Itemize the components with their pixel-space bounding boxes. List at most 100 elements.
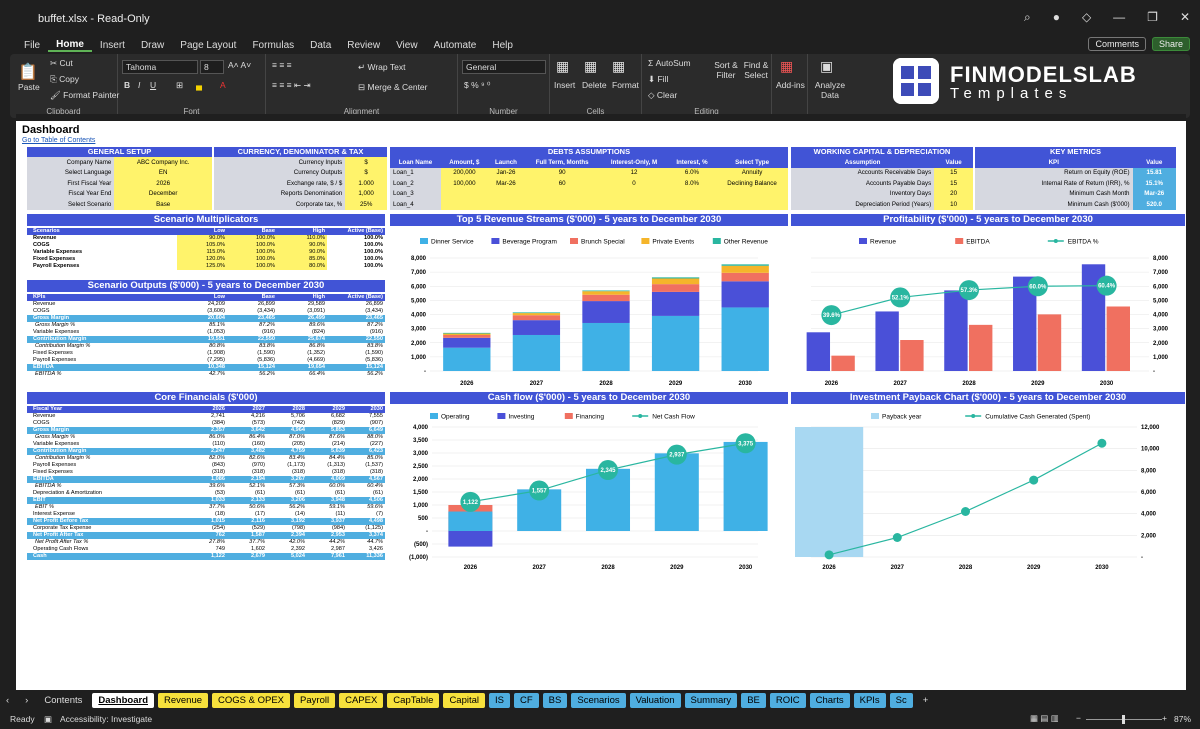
loan-value[interactable]: 0 [600,178,668,189]
paste-button[interactable]: Paste [18,82,40,92]
tab-be[interactable]: BE [741,692,766,708]
tab-capital[interactable]: Capital [443,692,486,708]
tab-kpis[interactable]: KPIs [853,692,886,708]
loan-value[interactable]: 200,000 [440,167,488,178]
loan-value[interactable]: 12 [600,167,668,178]
close-icon[interactable]: ✕ [1179,10,1190,24]
add-sheet-icon[interactable]: + [922,694,929,706]
tab-summary[interactable]: Summary [684,692,738,708]
menu-draw[interactable]: Draw [140,39,165,51]
currency-value[interactable]: 1.000 [345,178,387,189]
loan-value[interactable] [667,199,717,210]
format-painter-button[interactable]: 🖌 Format Painter [50,90,120,100]
menu-view[interactable]: View [396,39,418,51]
tab-cogs-opex[interactable]: COGS & OPEX [212,692,291,708]
currency-value[interactable]: 1,000 [345,188,387,199]
currency-value[interactable]: 25% [345,199,387,210]
key_metrics-value[interactable]: 15.1% [1132,178,1176,189]
general_setup-value[interactable]: ABC Company Inc. [114,157,212,168]
tab-revenue[interactable]: Revenue [158,692,209,708]
avatar[interactable]: ● [1052,10,1060,24]
tab-valuation[interactable]: Valuation [629,692,681,708]
key_metrics-value[interactable]: 15.81 [1132,167,1176,178]
zoom-out-icon[interactable]: − [1076,713,1081,723]
tab-bs[interactable]: BS [542,692,568,708]
worksheet[interactable]: Dashboard Go to Table of Contents GENERA… [16,121,1186,690]
menu-file[interactable]: File [24,39,41,51]
tab-scenarios[interactable]: Scenarios [571,692,626,708]
sort-filter-button[interactable]: Sort & Filter [714,60,738,80]
font-size-select[interactable]: 8 [200,60,224,74]
general_setup-value[interactable]: December [114,188,212,199]
menu-insert[interactable]: Insert [99,39,125,51]
grow-font-icon[interactable]: A˄ A˅ [228,60,252,70]
border-icon[interactable]: ⊞ [176,80,184,90]
wrap-text-button[interactable]: ↵ Wrap Text [358,62,406,72]
menu-help[interactable]: Help [492,39,513,51]
general_setup-value[interactable]: EN [114,167,212,178]
currency-value[interactable]: $ [345,157,387,168]
tab-sc[interactable]: Sc [889,692,913,708]
working_capital-value[interactable]: 20 [934,188,973,199]
number-format-select[interactable]: General [462,60,546,74]
key_metrics-value[interactable]: Mar-26 [1132,188,1176,199]
view-normal-icon[interactable]: ▦ ▤ ▥ [1030,713,1059,723]
cut-button[interactable]: ✂ Cut [50,58,73,68]
format-button[interactable]: Format [612,80,639,90]
general_setup-value[interactable]: Base [114,199,212,210]
loan-value[interactable] [524,188,601,199]
loan-value[interactable] [440,199,488,210]
fill-color-icon[interactable]: ▄ [196,80,203,90]
font-name-select[interactable]: Tahoma [122,60,198,74]
menu-review[interactable]: Review [347,39,381,51]
loan-value[interactable] [524,199,601,210]
menu-automate[interactable]: Automate [433,39,477,51]
loan-value[interactable]: Jan-26 [487,167,525,178]
clear-button[interactable]: ◇ Clear [648,90,678,100]
tab-scroll-right-icon[interactable]: › [25,694,29,706]
tab-charts[interactable]: Charts [809,692,850,708]
loan-value[interactable]: Declining Balance [716,178,788,189]
tab-contents[interactable]: Contents [44,694,83,706]
comments-button[interactable]: Comments [1088,37,1146,51]
loan-value[interactable]: 8.0% [667,178,717,189]
loan-value[interactable]: 100,000 [440,178,488,189]
addins-button[interactable]: Add-ins [776,80,805,90]
delete-button[interactable]: Delete [582,80,607,90]
restore-icon[interactable]: ❐ [1147,10,1158,24]
insert-button[interactable]: Insert [554,80,576,90]
analyze-icon[interactable]: ▣ [820,58,834,74]
tab-cf[interactable]: CF [514,692,539,708]
currency-icon[interactable]: $ % ⁹ ⁰ [464,80,491,90]
underline-icon[interactable]: U [150,80,157,90]
tab-scroll-left-icon[interactable]: ‹ [6,694,10,706]
tab-captable[interactable]: CapTable [387,692,440,708]
working_capital-value[interactable]: 15 [934,178,973,189]
loan-value[interactable]: Mar-26 [487,178,525,189]
loan-value[interactable]: 90 [524,167,601,178]
loan-value[interactable] [600,188,668,199]
share-button[interactable]: Share [1151,37,1190,51]
delete-icon[interactable]: ▦ [584,58,598,74]
autosum-button[interactable]: Σ AutoSum [648,58,691,68]
loan-value[interactable] [716,199,788,210]
insert-icon[interactable]: ▦ [556,58,570,74]
addins-icon[interactable]: ▦ [780,58,794,74]
minimize-icon[interactable]: — [1113,10,1126,24]
search-icon[interactable]: ⌕ [1023,10,1031,24]
menu-page-layout[interactable]: Page Layout [180,39,237,51]
menu-home[interactable]: Home [48,39,92,52]
tab-dashboard[interactable]: Dashboard [92,692,154,708]
fill-button[interactable]: ⬇ Fill [648,74,669,84]
loan-value[interactable] [667,188,717,199]
diamond-icon[interactable]: ◇ [1081,10,1092,24]
bold-icon[interactable]: B [124,80,131,90]
align-left-icon[interactable]: ≡ ≡ ≡ ⇤ ⇥ [272,80,311,90]
tab-capex[interactable]: CAPEX [339,692,384,708]
menu-data[interactable]: Data [310,39,332,51]
working_capital-value[interactable]: 10 [934,199,973,210]
format-icon[interactable]: ▦ [612,58,626,74]
loan-value[interactable] [716,188,788,199]
tab-payroll[interactable]: Payroll [294,692,336,708]
loan-value[interactable] [487,199,525,210]
